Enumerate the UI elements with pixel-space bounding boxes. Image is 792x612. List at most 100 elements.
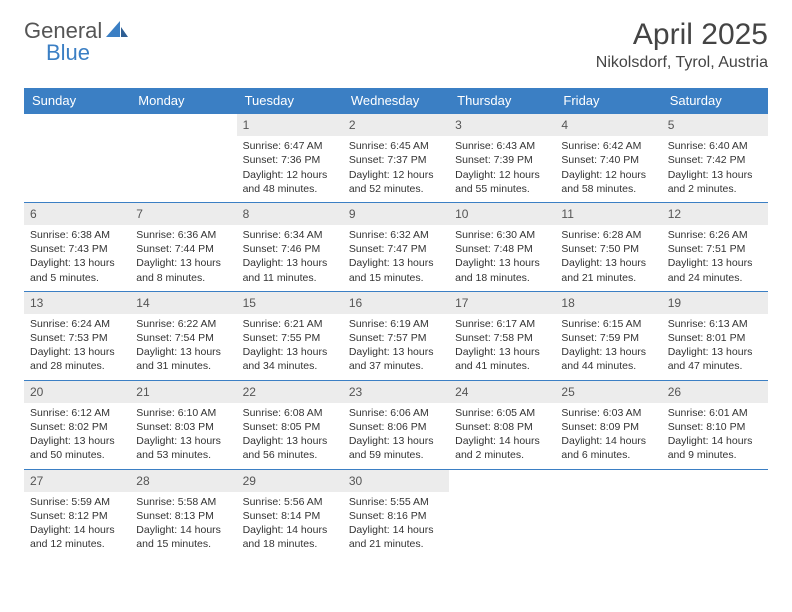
day-details: Sunrise: 6:40 AMSunset: 7:42 PMDaylight:… [662, 136, 768, 202]
sunrise-text: Sunrise: 6:24 AM [30, 317, 124, 331]
day-header: Sunday [24, 88, 130, 113]
daylight-text: Daylight: 13 hours and 47 minutes. [668, 345, 762, 373]
day-details: Sunrise: 6:28 AMSunset: 7:50 PMDaylight:… [555, 225, 661, 291]
sunrise-text: Sunrise: 6:10 AM [136, 406, 230, 420]
day-cell: 16Sunrise: 6:19 AMSunset: 7:57 PMDayligh… [343, 292, 449, 380]
day-cell: 10Sunrise: 6:30 AMSunset: 7:48 PMDayligh… [449, 203, 555, 291]
daylight-text: Daylight: 12 hours and 52 minutes. [349, 168, 443, 196]
sunrise-text: Sunrise: 6:30 AM [455, 228, 549, 242]
sunrise-text: Sunrise: 6:06 AM [349, 406, 443, 420]
sunrise-text: Sunrise: 6:28 AM [561, 228, 655, 242]
day-cell: 15Sunrise: 6:21 AMSunset: 7:55 PMDayligh… [237, 292, 343, 380]
day-cell: 20Sunrise: 6:12 AMSunset: 8:02 PMDayligh… [24, 381, 130, 469]
day-cell: 22Sunrise: 6:08 AMSunset: 8:05 PMDayligh… [237, 381, 343, 469]
daylight-text: Daylight: 14 hours and 2 minutes. [455, 434, 549, 462]
day-number: 23 [343, 381, 449, 403]
daylight-text: Daylight: 14 hours and 6 minutes. [561, 434, 655, 462]
day-number: 22 [237, 381, 343, 403]
week-row: 13Sunrise: 6:24 AMSunset: 7:53 PMDayligh… [24, 291, 768, 380]
daylight-text: Daylight: 14 hours and 15 minutes. [136, 523, 230, 551]
sunset-text: Sunset: 7:55 PM [243, 331, 337, 345]
day-details: Sunrise: 6:21 AMSunset: 7:55 PMDaylight:… [237, 314, 343, 380]
day-number: 8 [237, 203, 343, 225]
day-number [24, 114, 130, 136]
daylight-text: Daylight: 14 hours and 12 minutes. [30, 523, 124, 551]
day-details: Sunrise: 6:34 AMSunset: 7:46 PMDaylight:… [237, 225, 343, 291]
day-details: Sunrise: 6:08 AMSunset: 8:05 PMDaylight:… [237, 403, 343, 469]
day-details: Sunrise: 5:59 AMSunset: 8:12 PMDaylight:… [24, 492, 130, 558]
sunset-text: Sunset: 8:12 PM [30, 509, 124, 523]
sunset-text: Sunset: 7:42 PM [668, 153, 762, 167]
sunset-text: Sunset: 7:47 PM [349, 242, 443, 256]
week-row: 6Sunrise: 6:38 AMSunset: 7:43 PMDaylight… [24, 202, 768, 291]
day-details: Sunrise: 6:45 AMSunset: 7:37 PMDaylight:… [343, 136, 449, 202]
sunrise-text: Sunrise: 6:05 AM [455, 406, 549, 420]
sunset-text: Sunset: 8:16 PM [349, 509, 443, 523]
day-details: Sunrise: 6:05 AMSunset: 8:08 PMDaylight:… [449, 403, 555, 469]
day-cell [555, 470, 661, 558]
sunrise-text: Sunrise: 6:42 AM [561, 139, 655, 153]
sunrise-text: Sunrise: 6:08 AM [243, 406, 337, 420]
day-cell: 12Sunrise: 6:26 AMSunset: 7:51 PMDayligh… [662, 203, 768, 291]
sunset-text: Sunset: 8:05 PM [243, 420, 337, 434]
sunset-text: Sunset: 8:13 PM [136, 509, 230, 523]
header: General Blue April 2025 Nikolsdorf, Tyro… [0, 0, 792, 80]
day-header: Saturday [662, 88, 768, 113]
day-cell: 27Sunrise: 5:59 AMSunset: 8:12 PMDayligh… [24, 470, 130, 558]
day-number [449, 470, 555, 492]
week-row: 27Sunrise: 5:59 AMSunset: 8:12 PMDayligh… [24, 469, 768, 558]
day-details: Sunrise: 6:42 AMSunset: 7:40 PMDaylight:… [555, 136, 661, 202]
daylight-text: Daylight: 13 hours and 50 minutes. [30, 434, 124, 462]
daylight-text: Daylight: 13 hours and 59 minutes. [349, 434, 443, 462]
day-cell: 19Sunrise: 6:13 AMSunset: 8:01 PMDayligh… [662, 292, 768, 380]
day-cell: 25Sunrise: 6:03 AMSunset: 8:09 PMDayligh… [555, 381, 661, 469]
day-cell: 17Sunrise: 6:17 AMSunset: 7:58 PMDayligh… [449, 292, 555, 380]
sunrise-text: Sunrise: 6:03 AM [561, 406, 655, 420]
day-cell: 6Sunrise: 6:38 AMSunset: 7:43 PMDaylight… [24, 203, 130, 291]
daylight-text: Daylight: 13 hours and 15 minutes. [349, 256, 443, 284]
sunset-text: Sunset: 8:06 PM [349, 420, 443, 434]
day-number: 14 [130, 292, 236, 314]
day-number: 20 [24, 381, 130, 403]
day-cell: 29Sunrise: 5:56 AMSunset: 8:14 PMDayligh… [237, 470, 343, 558]
day-number: 28 [130, 470, 236, 492]
day-cell: 30Sunrise: 5:55 AMSunset: 8:16 PMDayligh… [343, 470, 449, 558]
daylight-text: Daylight: 13 hours and 41 minutes. [455, 345, 549, 373]
title-block: April 2025 Nikolsdorf, Tyrol, Austria [596, 18, 768, 72]
day-number: 15 [237, 292, 343, 314]
day-number: 2 [343, 114, 449, 136]
day-number [555, 470, 661, 492]
day-cell: 21Sunrise: 6:10 AMSunset: 8:03 PMDayligh… [130, 381, 236, 469]
sunset-text: Sunset: 8:02 PM [30, 420, 124, 434]
day-details: Sunrise: 5:55 AMSunset: 8:16 PMDaylight:… [343, 492, 449, 558]
sunrise-text: Sunrise: 6:17 AM [455, 317, 549, 331]
day-number: 1 [237, 114, 343, 136]
daylight-text: Daylight: 13 hours and 21 minutes. [561, 256, 655, 284]
day-number [662, 470, 768, 492]
day-details: Sunrise: 6:10 AMSunset: 8:03 PMDaylight:… [130, 403, 236, 469]
day-details: Sunrise: 6:22 AMSunset: 7:54 PMDaylight:… [130, 314, 236, 380]
daylight-text: Daylight: 12 hours and 58 minutes. [561, 168, 655, 196]
day-details: Sunrise: 6:13 AMSunset: 8:01 PMDaylight:… [662, 314, 768, 380]
daylight-text: Daylight: 13 hours and 37 minutes. [349, 345, 443, 373]
day-details: Sunrise: 6:38 AMSunset: 7:43 PMDaylight:… [24, 225, 130, 291]
sunrise-text: Sunrise: 5:55 AM [349, 495, 443, 509]
sunrise-text: Sunrise: 6:26 AM [668, 228, 762, 242]
day-cell [449, 470, 555, 558]
sunset-text: Sunset: 8:08 PM [455, 420, 549, 434]
sunrise-text: Sunrise: 6:22 AM [136, 317, 230, 331]
sunrise-text: Sunrise: 6:19 AM [349, 317, 443, 331]
week-row: 20Sunrise: 6:12 AMSunset: 8:02 PMDayligh… [24, 380, 768, 469]
sunrise-text: Sunrise: 5:58 AM [136, 495, 230, 509]
day-cell: 8Sunrise: 6:34 AMSunset: 7:46 PMDaylight… [237, 203, 343, 291]
sunset-text: Sunset: 8:10 PM [668, 420, 762, 434]
day-number: 4 [555, 114, 661, 136]
daylight-text: Daylight: 13 hours and 18 minutes. [455, 256, 549, 284]
day-details: Sunrise: 6:01 AMSunset: 8:10 PMDaylight:… [662, 403, 768, 469]
day-cell: 3Sunrise: 6:43 AMSunset: 7:39 PMDaylight… [449, 114, 555, 202]
day-details [449, 492, 555, 501]
sunrise-text: Sunrise: 6:43 AM [455, 139, 549, 153]
sunset-text: Sunset: 7:39 PM [455, 153, 549, 167]
day-cell [130, 114, 236, 202]
day-details [130, 136, 236, 145]
